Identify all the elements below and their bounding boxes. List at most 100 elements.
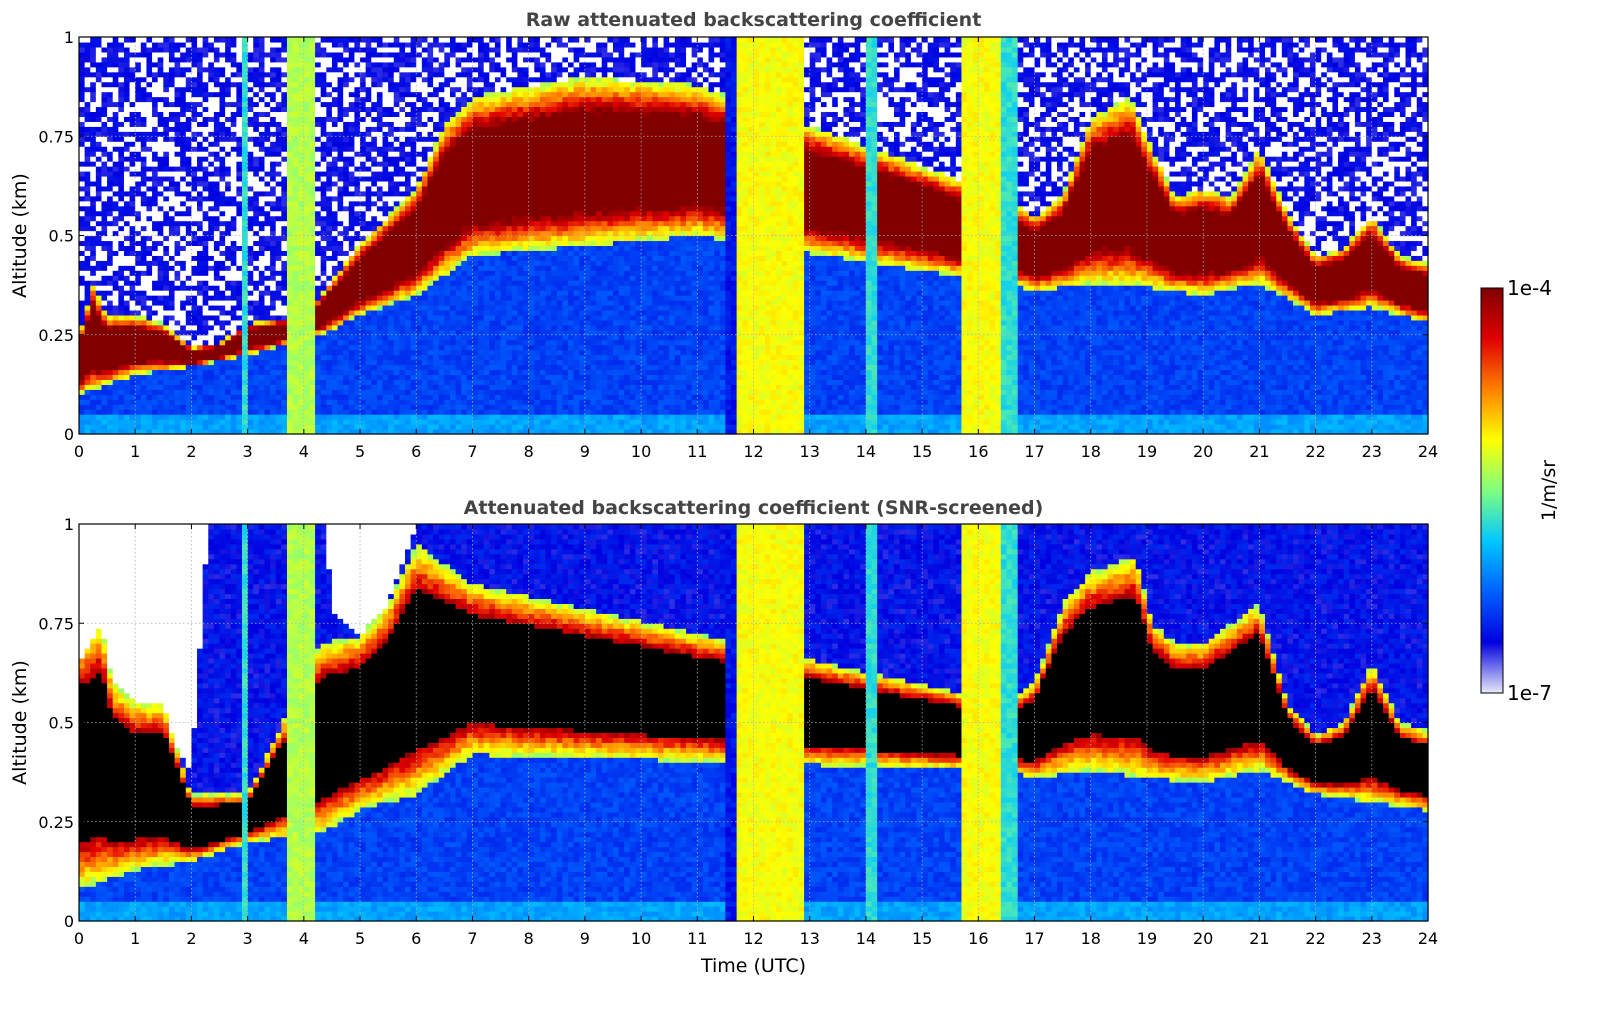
heatmap-cell: [158, 389, 164, 395]
heatmap-cell: [90, 389, 96, 395]
heatmap-cell: [101, 340, 107, 346]
heatmap-cell: [90, 191, 96, 197]
heatmap-cell: [152, 102, 158, 108]
heatmap-cell: [141, 171, 147, 177]
heatmap-cell: [85, 47, 91, 53]
heatmap-cell: [96, 186, 102, 192]
heatmap-cell: [101, 126, 107, 132]
heatmap-cell: [118, 360, 124, 366]
heatmap-cell: [141, 201, 147, 207]
heatmap-cell: [90, 201, 96, 207]
heatmap-cell: [141, 360, 147, 366]
heatmap-cell: [107, 384, 113, 390]
heatmap-cell: [118, 335, 124, 341]
heatmap-cell: [113, 126, 119, 132]
heatmap-cell: [85, 126, 91, 132]
heatmap-cell: [130, 196, 136, 202]
heatmap-cell: [141, 419, 147, 425]
heatmap-cell: [124, 379, 130, 385]
heatmap-cell: [85, 310, 91, 316]
heatmap-cell: [96, 171, 102, 177]
heatmap-cell: [107, 121, 113, 127]
heatmap-cell: [101, 116, 107, 122]
heatmap-cell: [113, 290, 119, 296]
heatmap-cell: [152, 384, 158, 390]
heatmap-cell: [141, 315, 147, 321]
heatmap-cell: [90, 141, 96, 147]
heatmap-cell: [90, 320, 96, 326]
heatmap-cell: [158, 409, 164, 415]
heatmap-cell: [79, 374, 85, 380]
heatmap-cell: [96, 350, 102, 356]
heatmap-cell: [90, 67, 96, 73]
heatmap-cell: [152, 92, 158, 98]
heatmap-cell: [96, 285, 102, 291]
heatmap-cell: [146, 365, 152, 371]
heatmap-cell: [152, 285, 158, 291]
heatmap-cell: [135, 216, 141, 222]
heatmap-cell: [101, 414, 107, 420]
heatmap-cell: [113, 176, 119, 182]
heatmap-cell: [152, 245, 158, 251]
heatmap-cell: [107, 290, 113, 296]
heatmap-cell: [118, 325, 124, 331]
heatmap-cell: [152, 171, 158, 177]
heatmap-cell: [101, 275, 107, 281]
heatmap-cell: [146, 325, 152, 331]
heatmap-cell: [90, 236, 96, 242]
heatmap-cell: [146, 186, 152, 192]
heatmap-cell: [107, 196, 113, 202]
heatmap-cell: [79, 136, 85, 142]
heatmap-cell: [135, 151, 141, 157]
heatmap-cell: [124, 414, 130, 420]
heatmap-cell: [135, 384, 141, 390]
heatmap-cell: [124, 102, 130, 108]
heatmap-cell: [141, 181, 147, 187]
heatmap-cell: [146, 255, 152, 261]
heatmap-cell: [90, 221, 96, 227]
heatmap-cell: [141, 320, 147, 326]
heatmap-cell: [113, 42, 119, 48]
heatmap-cell: [96, 201, 102, 207]
heatmap-cell: [96, 176, 102, 182]
heatmap-cell: [146, 419, 152, 425]
heatmap-cell: [124, 181, 130, 187]
heatmap-cell: [146, 201, 152, 207]
heatmap-cell: [152, 250, 158, 256]
heatmap-cell: [96, 280, 102, 286]
heatmap-cell: [113, 121, 119, 127]
heatmap-cell: [96, 335, 102, 341]
heatmap-cell: [79, 176, 85, 182]
heatmap-cell: [146, 37, 152, 43]
heatmap-cell: [124, 52, 130, 58]
heatmap-cell: [113, 221, 119, 227]
heatmap-cell: [85, 106, 91, 112]
heatmap-cell: [113, 280, 119, 286]
heatmap-cell: [146, 404, 152, 410]
heatmap-cell: [135, 106, 141, 112]
heatmap-cell: [101, 231, 107, 237]
heatmap-cell: [96, 121, 102, 127]
heatmap-cell: [118, 186, 124, 192]
heatmap-cell: [124, 161, 130, 167]
heatmap-cell: [96, 102, 102, 108]
heatmap-cell: [85, 67, 91, 73]
heatmap-cell: [141, 384, 147, 390]
heatmap-cell: [90, 265, 96, 271]
heatmap-cell: [96, 330, 102, 336]
heatmap-cell: [141, 87, 147, 93]
heatmap-cell: [85, 399, 91, 405]
heatmap-cell: [79, 305, 85, 311]
heatmap-cell: [107, 87, 113, 93]
heatmap-cell: [79, 350, 85, 356]
heatmap-cell: [146, 116, 152, 122]
heatmap-cell: [113, 360, 119, 366]
heatmap-cell: [118, 156, 124, 162]
heatmap-cell: [107, 221, 113, 227]
heatmap-cell: [152, 72, 158, 78]
heatmap-cell: [85, 270, 91, 276]
heatmap-cell: [101, 67, 107, 73]
heatmap-cell: [146, 121, 152, 127]
heatmap-cell: [130, 300, 136, 306]
heatmap-cell: [96, 141, 102, 147]
